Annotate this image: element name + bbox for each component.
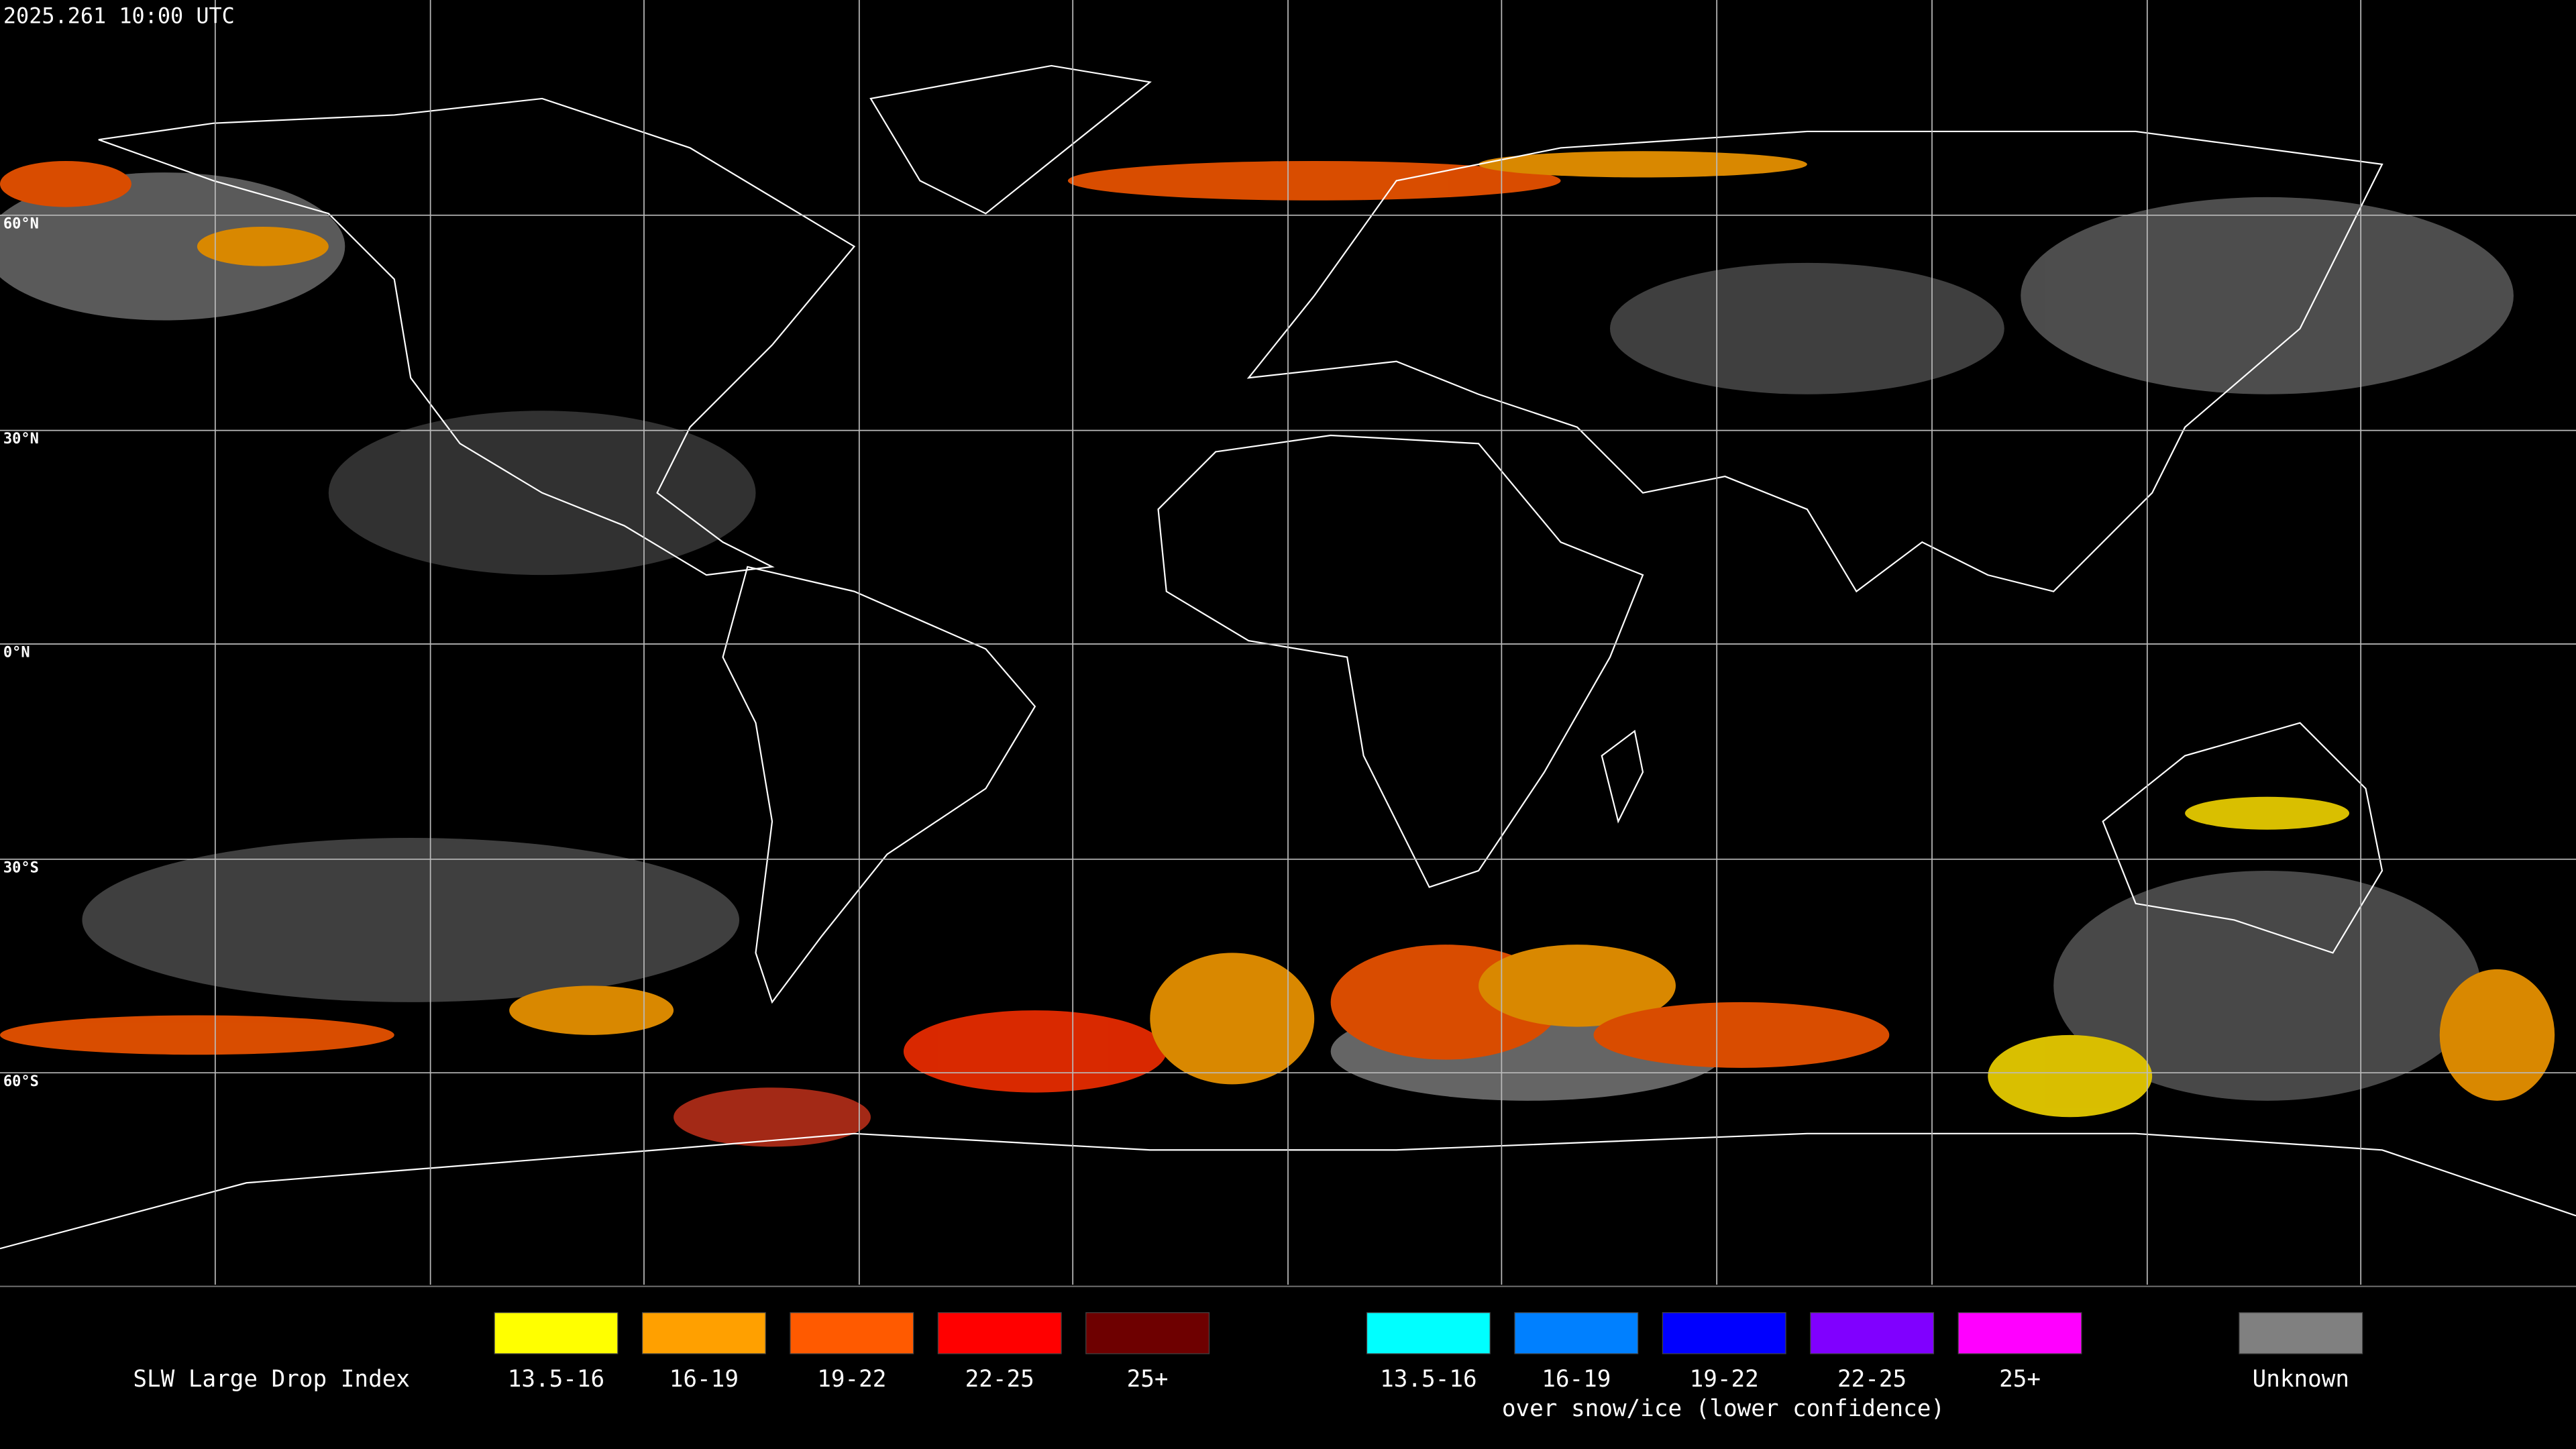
cloud [2185, 796, 2350, 830]
cloud [1067, 161, 1561, 201]
legend-label: 13.5-16 [508, 1366, 604, 1393]
legend-swatch [494, 1312, 619, 1354]
legend-label: 22-25 [1837, 1366, 1907, 1393]
latitude-label: 60°S [3, 1073, 39, 1090]
cloud [0, 161, 131, 207]
legend-swatch [2239, 1312, 2363, 1354]
cloud [1479, 151, 1807, 178]
north-america [98, 97, 856, 576]
south-america [722, 566, 1036, 1004]
legend-swatch [1957, 1312, 2082, 1354]
legend-swatch [1662, 1312, 1786, 1354]
legend-label: 16-19 [669, 1366, 739, 1393]
madagascar [1601, 729, 1644, 824]
cloud-layer [0, 151, 2555, 1147]
cloud [2021, 197, 2514, 394]
latitude-label: 60°N [3, 215, 39, 232]
cloud [1593, 1002, 1890, 1068]
cloud [2439, 969, 2555, 1101]
cloud [674, 1087, 871, 1147]
africa [1157, 434, 1644, 888]
timestamp: 2025.261 10:00 UTC [3, 3, 235, 28]
legend-swatch [1366, 1312, 1491, 1354]
cloud [1150, 953, 1315, 1085]
legend-label: 25+ [1999, 1366, 2041, 1393]
cloud [1479, 945, 1676, 1027]
antarctica [0, 1132, 2576, 1250]
cloud [2053, 870, 2481, 1101]
cloud [82, 837, 740, 1002]
cloud [903, 1010, 1167, 1093]
legend-swatch [790, 1312, 914, 1354]
graticule [0, 0, 2576, 1285]
latitude-label: 0°N [3, 645, 30, 661]
cloud [0, 1015, 394, 1055]
cloud [1610, 262, 2004, 394]
legend-swatch [1085, 1312, 1210, 1354]
legend-label: 13.5-16 [1380, 1366, 1477, 1393]
australia [2102, 722, 2383, 954]
legend-label: 16-19 [1542, 1366, 1611, 1393]
cloud [1988, 1034, 2153, 1118]
latitude-label: 30°S [3, 859, 39, 876]
legend-label: Unknown [2253, 1366, 2349, 1393]
latitude-label: 30°N [3, 431, 39, 447]
coastlines [0, 64, 2576, 1250]
legend-label: 19-22 [1690, 1366, 1759, 1393]
legend-swatch [1514, 1312, 1639, 1354]
legend-label: 22-25 [965, 1366, 1034, 1393]
legend-label: 19-22 [817, 1366, 886, 1393]
greenland [869, 64, 1152, 215]
legend-swatch [641, 1312, 766, 1354]
legend-title: SLW Large Drop Index [133, 1366, 410, 1393]
cloud [197, 226, 329, 266]
eurasia [1246, 130, 2383, 593]
cloud [509, 985, 674, 1035]
legend-swatch [1810, 1312, 1935, 1354]
legend-label: 25+ [1127, 1366, 1169, 1393]
snow-caption: over snow/ice (lower confidence) [1502, 1395, 1945, 1422]
legend-swatch [937, 1312, 1062, 1354]
cloud [0, 172, 345, 321]
